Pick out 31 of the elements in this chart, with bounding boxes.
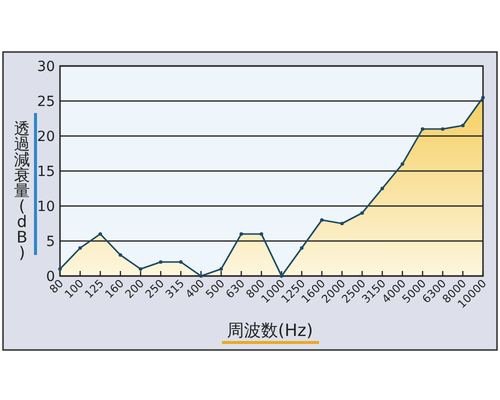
point	[219, 267, 223, 271]
point	[300, 246, 304, 250]
point	[380, 186, 384, 190]
y-tick-label: 0	[46, 269, 55, 285]
point	[420, 127, 424, 131]
text: 透過減衰量(dB)	[14, 119, 30, 262]
y-tick-label: 5	[46, 234, 55, 250]
point	[400, 162, 404, 166]
x-axis-title: 周波数(Hz)	[227, 321, 313, 341]
point	[320, 218, 324, 222]
point	[481, 96, 485, 100]
point	[179, 260, 183, 264]
point	[260, 232, 264, 236]
y-tick-label: 20	[37, 129, 55, 145]
point	[461, 124, 465, 128]
point	[360, 211, 364, 215]
point	[118, 253, 122, 257]
point	[98, 232, 102, 236]
point	[280, 274, 284, 278]
point	[440, 127, 445, 131]
point	[138, 267, 142, 271]
point	[158, 260, 163, 264]
point	[78, 246, 82, 250]
y-tick-label: 10	[37, 199, 55, 215]
point	[58, 267, 62, 271]
y-tick-label: 30	[37, 59, 55, 75]
point	[199, 274, 203, 278]
y-tick-label: 25	[37, 94, 55, 110]
point	[239, 232, 244, 236]
y-tick-label: 15	[37, 164, 55, 180]
point	[340, 222, 344, 226]
